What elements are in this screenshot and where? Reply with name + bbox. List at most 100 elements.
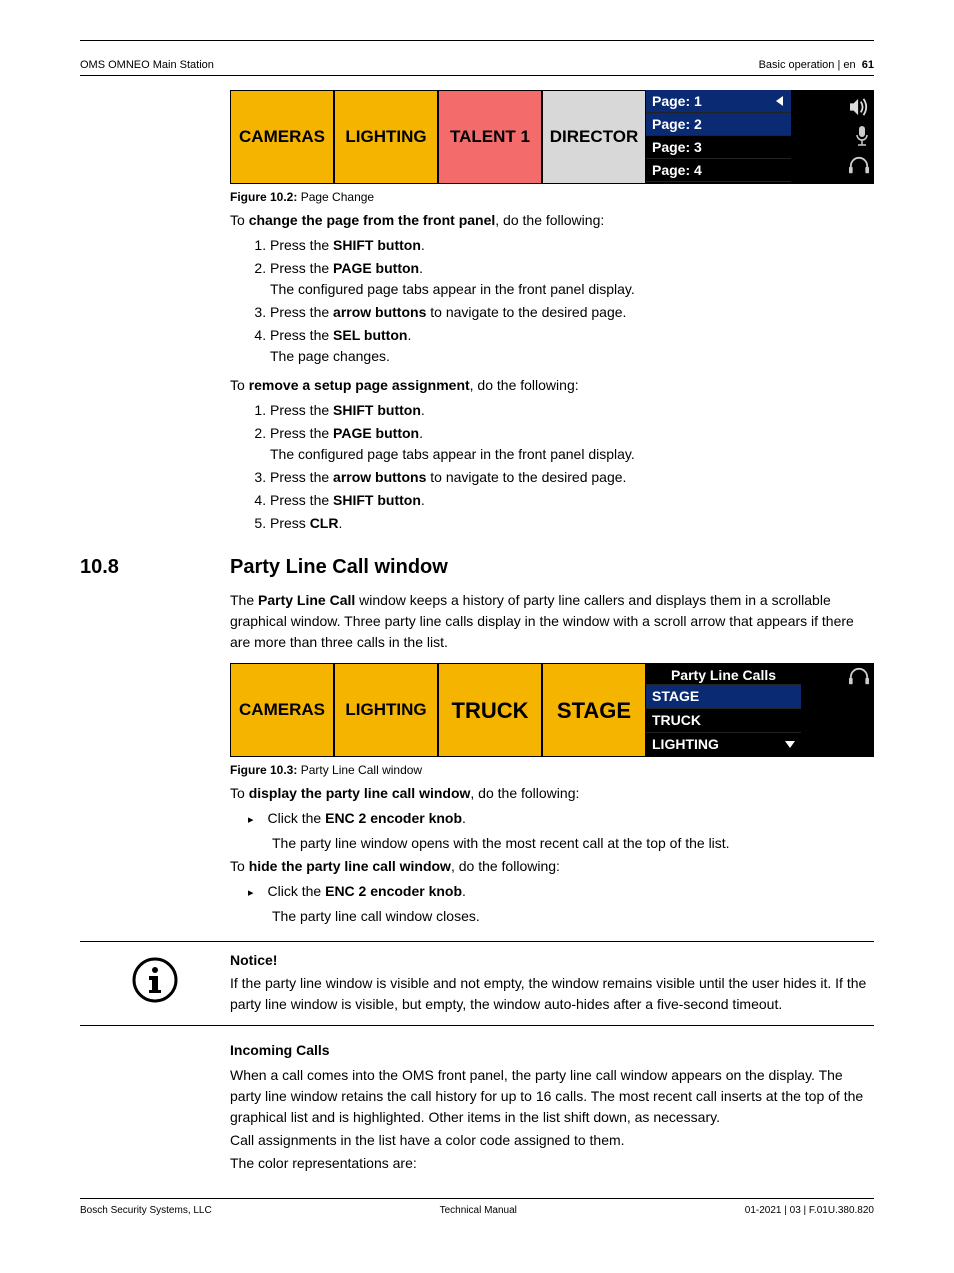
cp-step-2: Press the PAGE button. The configured pa…	[270, 258, 874, 300]
change-page-steps: Press the SHIFT button. Press the PAGE b…	[230, 235, 874, 367]
key-director[interactable]: DIRECTOR	[542, 90, 646, 184]
plc-row-truck[interactable]: TRUCK	[646, 708, 801, 732]
rp4a: Press the	[270, 492, 333, 508]
figure-10-3-caption: Figure 10.3: Party Line Call window	[230, 761, 874, 779]
rp-step-1: Press the SHIFT button.	[270, 400, 874, 421]
section-10-8: 10.8 Party Line Call window	[230, 552, 874, 582]
cp3c: to navigate to the desired page.	[426, 304, 626, 320]
section-title: Party Line Call window	[230, 552, 448, 582]
rp2b: PAGE button	[333, 425, 419, 441]
incoming-p3: The color representations are:	[230, 1153, 874, 1174]
hide-plc-lead: To hide the party line call window, do t…	[230, 856, 874, 877]
footer-left: Bosch Security Systems, LLC	[80, 1205, 212, 1216]
remove-page-steps: Press the SHIFT button. Press the PAGE b…	[230, 400, 874, 534]
d1sub: The party line window opens with the mos…	[272, 833, 874, 854]
fig-10-3-text: Party Line Call window	[297, 763, 422, 777]
cp-lead-c: , do the following:	[495, 212, 604, 228]
hl-b: hide the party line call window	[249, 858, 451, 874]
notice-icon-cell	[80, 950, 230, 1004]
cp4a: Press the	[270, 327, 333, 343]
d1b: ENC 2 encoder knob	[325, 810, 462, 826]
info-icon	[131, 956, 179, 1004]
d1c: .	[462, 810, 466, 826]
s108-b: Party Line Call	[258, 592, 355, 608]
fig-10-2-text: Page Change	[297, 190, 374, 204]
incoming-p1: When a call comes into the OMS front pan…	[230, 1065, 874, 1128]
remove-page-lead: To remove a setup page assignment, do th…	[230, 375, 874, 396]
fig-10-2-bold: Figure 10.2:	[230, 190, 297, 204]
plc-title: Party Line Calls	[646, 663, 801, 684]
cp1a: Press the	[270, 237, 333, 253]
icon-column	[791, 90, 874, 184]
change-page-lead: To change the page from the front panel,…	[230, 210, 874, 231]
page-2-row[interactable]: Page: 2	[646, 113, 791, 136]
h1c: .	[462, 883, 466, 899]
key-lighting[interactable]: LIGHTING	[334, 90, 438, 184]
footer-rule	[80, 1198, 874, 1199]
rp-lead-b: remove a setup page assignment	[249, 377, 470, 393]
rp3a: Press the	[270, 469, 333, 485]
display-plc-step1: Click the ENC 2 encoder knob.	[248, 808, 874, 829]
rp3b: arrow buttons	[333, 469, 426, 485]
page-3-label: Page: 3	[652, 137, 702, 158]
rp2c: .	[419, 425, 423, 441]
page-1-row[interactable]: Page: 1	[646, 90, 791, 113]
rp1a: Press the	[270, 402, 333, 418]
cp1c: .	[421, 237, 425, 253]
cp3a: Press the	[270, 304, 333, 320]
page-4-row[interactable]: Page: 4	[646, 159, 791, 182]
dl-a: To	[230, 785, 249, 801]
notice-block: Notice! If the party line window is visi…	[80, 941, 874, 1026]
hide-plc-steps: Click the ENC 2 encoder knob.	[248, 881, 874, 902]
page-1-label: Page: 1	[652, 91, 702, 112]
rp4c: .	[421, 492, 425, 508]
party-line-list: Party Line Calls STAGE TRUCK LIGHTING	[646, 663, 801, 757]
cp3b: arrow buttons	[333, 304, 426, 320]
plc-row-lighting[interactable]: LIGHTING	[646, 732, 801, 756]
headset-icon	[848, 156, 870, 176]
h1sub: The party line call window closes.	[272, 906, 874, 927]
s108-a: The	[230, 592, 258, 608]
dl-b: display the party line call window	[249, 785, 471, 801]
mic-icon	[854, 125, 870, 147]
footer: Bosch Security Systems, LLC Technical Ma…	[80, 1205, 874, 1216]
rp2a: Press the	[270, 425, 333, 441]
hide-plc-step1: Click the ENC 2 encoder knob.	[248, 881, 874, 902]
header-left: OMS OMNEO Main Station	[80, 59, 214, 71]
rp2sub: The configured page tabs appear in the f…	[270, 444, 874, 465]
header-right-text: Basic operation | en	[759, 59, 856, 71]
plc-row-stage[interactable]: STAGE	[646, 684, 801, 708]
fig-10-3-bold: Figure 10.3:	[230, 763, 297, 777]
rp5c: .	[338, 515, 342, 531]
left-arrow-icon	[776, 96, 783, 106]
key2-lighting[interactable]: LIGHTING	[334, 663, 438, 757]
display-plc-steps: Click the ENC 2 encoder knob.	[248, 808, 874, 829]
rp1b: SHIFT button	[333, 402, 421, 418]
cp-lead-a: To	[230, 212, 249, 228]
rp5b: CLR	[310, 515, 339, 531]
key2-truck[interactable]: TRUCK	[438, 663, 542, 757]
display-plc-lead: To display the party line call window, d…	[230, 783, 874, 804]
page-3-row[interactable]: Page: 3	[646, 136, 791, 159]
figure-10-3-panel: CAMERAS LIGHTING TRUCK STAGE Party Line …	[230, 663, 874, 757]
footer-right: 01-2021 | 03 | F.01U.380.820	[745, 1205, 874, 1216]
cp4b: SEL button	[333, 327, 407, 343]
plc-stage-label: STAGE	[652, 686, 699, 707]
cp-step-4: Press the SEL button. The page changes.	[270, 325, 874, 367]
cp2a: Press the	[270, 260, 333, 276]
cp2c: .	[419, 260, 423, 276]
key-talent1[interactable]: TALENT 1	[438, 90, 542, 184]
rp5a: Press	[270, 515, 310, 531]
key2-cameras[interactable]: CAMERAS	[230, 663, 334, 757]
page-2-label: Page: 2	[652, 114, 702, 135]
cp2sub: The configured page tabs appear in the f…	[270, 279, 874, 300]
page: OMS OMNEO Main Station Basic operation |…	[0, 0, 954, 1246]
rp-lead-c: , do the following:	[470, 377, 579, 393]
key2-stage[interactable]: STAGE	[542, 663, 646, 757]
key-cameras[interactable]: CAMERAS	[230, 90, 334, 184]
section-number: 10.8	[80, 552, 230, 582]
h1a: Click the	[268, 883, 326, 899]
notice-text: Notice! If the party line window is visi…	[230, 950, 874, 1015]
icon-column-2	[801, 663, 874, 757]
hl-c: , do the following:	[451, 858, 560, 874]
